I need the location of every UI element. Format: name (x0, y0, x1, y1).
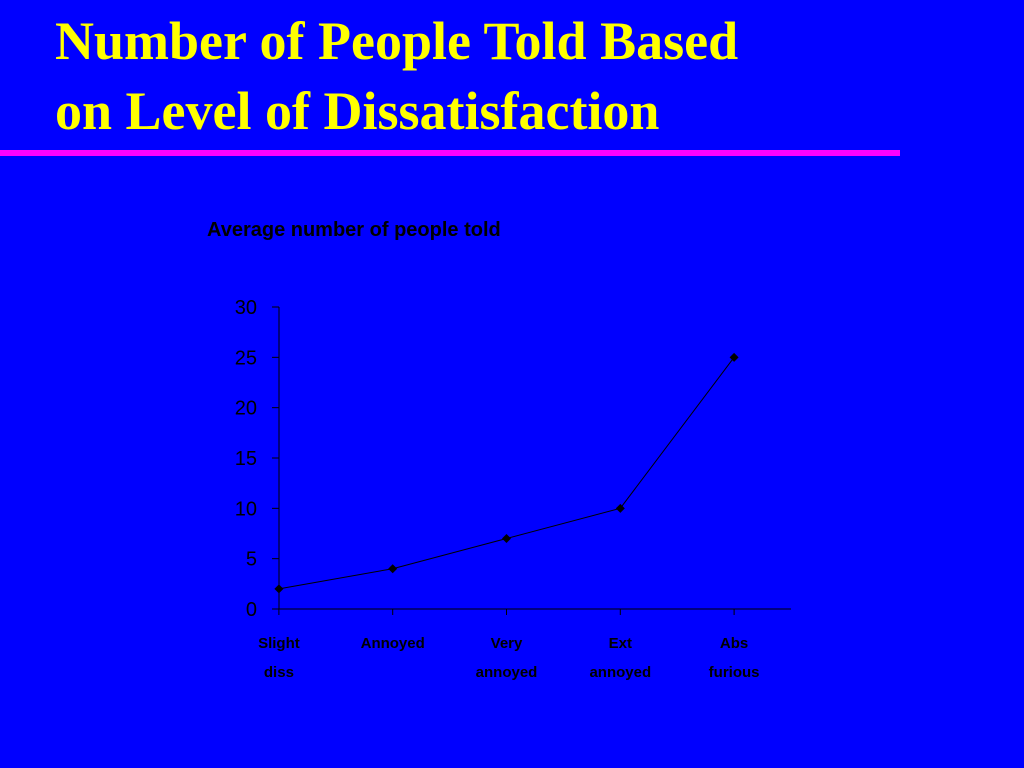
slide-title-line-1: Number of People Told Based (55, 11, 739, 71)
y-tick-label: 10 (235, 498, 257, 520)
y-tick-label: 15 (235, 448, 257, 470)
chart-title: Average number of people told (207, 219, 501, 241)
series-line (278, 357, 735, 590)
x-tick-label: Slight diss (258, 635, 300, 681)
slide-title: Number of People Told Based on Level of … (55, 6, 935, 146)
x-tick-label: Abs furious (709, 635, 760, 681)
data-point (729, 352, 739, 362)
y-tick-label: 20 (235, 398, 257, 420)
y-tick-label: 30 (235, 297, 257, 319)
y-tick-label: 0 (246, 599, 257, 621)
data-point (615, 503, 625, 513)
y-tick-label: 5 (246, 549, 257, 571)
data-point (502, 534, 511, 544)
title-divider (0, 150, 900, 156)
x-tick-label: Annoyed (361, 635, 425, 652)
data-point (274, 584, 284, 594)
slide-title-line-2: on Level of Dissatisfaction (55, 81, 660, 141)
data-point (388, 564, 398, 574)
x-tick-label: Very annoyed (476, 635, 538, 681)
y-tick-label: 25 (235, 347, 257, 369)
x-tick-label: Ext annoyed (589, 635, 651, 681)
